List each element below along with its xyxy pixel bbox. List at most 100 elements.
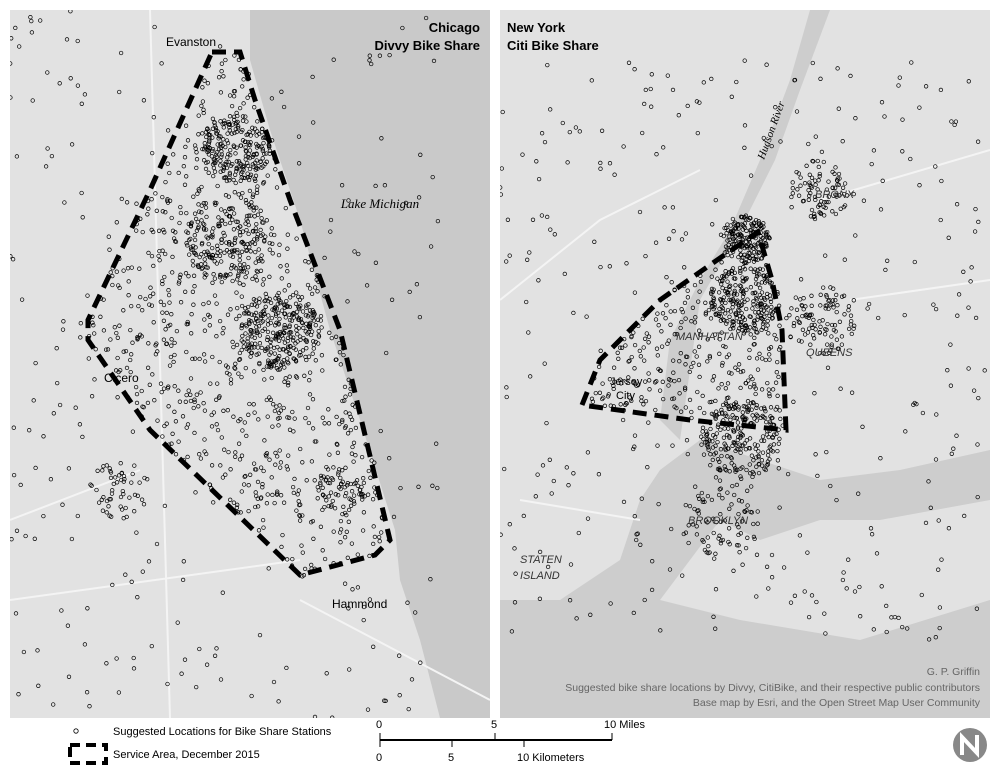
station-dot bbox=[305, 405, 311, 411]
station-dot bbox=[89, 483, 94, 488]
station-dot bbox=[536, 176, 542, 182]
station-dot bbox=[331, 529, 336, 534]
station-dot bbox=[240, 428, 245, 433]
station-dot bbox=[804, 163, 809, 168]
station-dot bbox=[281, 500, 287, 505]
station-dot bbox=[707, 399, 712, 405]
station-dot bbox=[730, 242, 735, 247]
station-dot bbox=[288, 334, 293, 340]
station-dot bbox=[766, 586, 771, 591]
station-dot bbox=[725, 454, 730, 459]
station-dot bbox=[754, 594, 759, 599]
station-dot bbox=[830, 185, 835, 190]
station-dot bbox=[249, 312, 255, 317]
station-dot bbox=[325, 475, 330, 480]
station-dot bbox=[326, 494, 332, 499]
station-dot bbox=[104, 510, 109, 515]
station-dot bbox=[236, 371, 241, 376]
station-dot bbox=[824, 187, 830, 192]
station-dot bbox=[738, 248, 743, 253]
station-dot bbox=[367, 553, 372, 559]
chicago-basemap bbox=[10, 10, 490, 718]
station-dot bbox=[776, 441, 781, 446]
station-dot bbox=[184, 210, 189, 216]
station-dot bbox=[416, 195, 422, 200]
station-dot bbox=[194, 165, 199, 171]
station-dot bbox=[216, 136, 221, 141]
station-dot bbox=[682, 265, 687, 270]
station-dot bbox=[350, 444, 355, 450]
station-dot bbox=[793, 295, 798, 300]
station-dot bbox=[110, 582, 115, 588]
station-dot bbox=[537, 549, 543, 555]
station-dot bbox=[257, 341, 263, 346]
station-dot bbox=[191, 194, 196, 199]
station-dot bbox=[238, 178, 243, 183]
station-dot bbox=[900, 117, 905, 122]
station-dot bbox=[178, 204, 183, 210]
station-dot bbox=[338, 486, 343, 492]
station-dot bbox=[261, 220, 266, 225]
station-dot bbox=[227, 93, 233, 98]
station-dot bbox=[252, 302, 257, 307]
station-dot bbox=[255, 479, 261, 485]
station-dot bbox=[795, 316, 800, 321]
station-dot bbox=[170, 431, 175, 436]
station-dot bbox=[183, 271, 189, 276]
station-dot bbox=[132, 509, 137, 514]
station-dot bbox=[196, 209, 202, 214]
station-dot bbox=[251, 205, 257, 210]
station-dot bbox=[318, 480, 323, 486]
station-dot bbox=[696, 299, 701, 304]
station-dot bbox=[976, 395, 981, 401]
station-dot bbox=[172, 340, 177, 346]
station-dot bbox=[272, 305, 277, 311]
station-dot bbox=[255, 212, 261, 217]
station-dot bbox=[666, 338, 671, 343]
station-dot bbox=[182, 182, 188, 187]
station-dot bbox=[364, 283, 370, 288]
station-dot bbox=[883, 267, 888, 273]
station-dot bbox=[764, 62, 769, 67]
station-dot bbox=[227, 178, 232, 183]
station-dot bbox=[751, 256, 756, 261]
station-dot bbox=[333, 492, 338, 497]
station-dot bbox=[600, 381, 605, 386]
station-dot bbox=[764, 432, 770, 437]
station-dot bbox=[206, 170, 211, 175]
station-dot bbox=[637, 348, 642, 354]
station-dot bbox=[201, 401, 206, 406]
station-dot bbox=[202, 359, 208, 364]
station-dot bbox=[377, 539, 382, 544]
station-dot bbox=[168, 354, 174, 360]
station-dot bbox=[224, 370, 230, 376]
station-dot bbox=[692, 282, 698, 288]
station-dot bbox=[840, 577, 846, 583]
station-dot bbox=[256, 247, 261, 252]
station-dot bbox=[296, 161, 302, 166]
station-dot bbox=[716, 536, 721, 541]
station-dot bbox=[342, 581, 348, 586]
station-dot bbox=[243, 114, 248, 119]
station-dot bbox=[689, 409, 694, 415]
station-dot bbox=[917, 105, 922, 110]
station-dot bbox=[95, 468, 100, 473]
station-dot bbox=[407, 289, 412, 295]
station-dot bbox=[177, 399, 183, 404]
station-dot bbox=[245, 175, 251, 180]
station-dot bbox=[730, 320, 735, 325]
station-dot bbox=[727, 314, 732, 319]
station-dot bbox=[160, 310, 165, 315]
station-dot bbox=[211, 226, 216, 231]
station-dot bbox=[738, 369, 744, 375]
station-dot bbox=[737, 442, 742, 447]
station-dot bbox=[249, 334, 254, 339]
station-dot bbox=[192, 356, 198, 361]
station-dot bbox=[209, 412, 214, 418]
station-dot bbox=[936, 567, 941, 572]
station-dot bbox=[641, 402, 646, 407]
station-dot bbox=[287, 317, 293, 323]
station-dot bbox=[710, 289, 716, 294]
station-dot bbox=[566, 483, 571, 488]
station-dot bbox=[199, 210, 204, 215]
